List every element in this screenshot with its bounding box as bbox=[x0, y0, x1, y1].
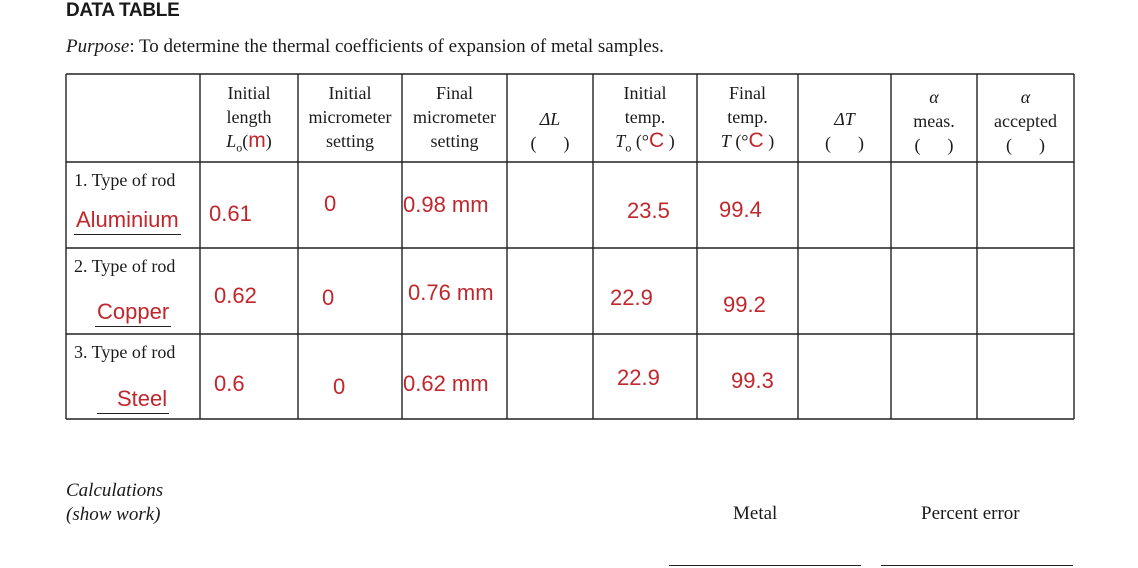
length-value: 0.62 bbox=[214, 283, 257, 308]
delta-t-symbol: ΔT bbox=[834, 109, 855, 129]
header-delta-l: ΔL ( ) bbox=[507, 107, 593, 155]
final-micrometer-value: 0.98 mm bbox=[403, 192, 489, 217]
calculations-label: Calculations (show work) bbox=[66, 479, 163, 527]
length-value: 0.61 bbox=[209, 201, 252, 226]
purpose-text: : To determine the thermal coefficients … bbox=[129, 36, 664, 57]
header-line: accepted bbox=[994, 111, 1057, 131]
length-unit: m bbox=[248, 129, 266, 152]
alpha-symbol: α bbox=[929, 87, 939, 107]
header-alpha-measured: α meas. ( ) bbox=[891, 85, 977, 157]
rod-type-value: Aluminium bbox=[74, 207, 181, 235]
length-value: 0.6 bbox=[214, 371, 245, 396]
calculations-line: Calculations bbox=[66, 480, 164, 501]
metal-answer-line bbox=[669, 565, 861, 566]
header-line: Initial bbox=[227, 83, 271, 103]
final-micrometer-value: 0.76 mm bbox=[408, 280, 494, 305]
header-line: Final bbox=[728, 83, 766, 103]
length-subscript: o bbox=[236, 140, 243, 155]
header-line: temp. bbox=[727, 107, 768, 127]
temp-symbol: T bbox=[720, 131, 731, 151]
unit-open: (° bbox=[635, 131, 650, 151]
unit-close: ) bbox=[668, 131, 675, 151]
page-title: DATA TABLE bbox=[66, 0, 180, 21]
initial-temp-value: 22.9 bbox=[617, 365, 660, 390]
temp-symbol: T bbox=[615, 131, 626, 151]
purpose-label: Purpose bbox=[66, 36, 130, 57]
initial-temp-value: 22.9 bbox=[610, 285, 653, 310]
header-symbol-line: T (°C ) bbox=[697, 129, 798, 153]
row-label: 2. Type of rod bbox=[74, 256, 176, 276]
percent-error-label: Percent error bbox=[921, 503, 1020, 524]
header-line: meas. bbox=[913, 111, 955, 131]
alpha-unit: ( ) bbox=[914, 135, 954, 155]
header-symbol-line: Lo(m) bbox=[200, 129, 298, 160]
header-initial-temp: Initial temp. To (°C ) bbox=[593, 81, 697, 160]
metal-label: Metal bbox=[733, 503, 778, 524]
header-delta-t: ΔT ( ) bbox=[798, 107, 891, 155]
rod-type-value: Copper bbox=[95, 299, 172, 327]
header-line: micrometer bbox=[413, 107, 496, 127]
final-micrometer-value: 0.62 mm bbox=[403, 371, 489, 396]
header-final-micrometer: Final micrometer setting bbox=[402, 81, 507, 153]
header-line: setting bbox=[326, 131, 374, 151]
temp-subscript: o bbox=[625, 140, 632, 155]
header-line: Initial bbox=[623, 83, 667, 103]
unit-close: ) bbox=[768, 131, 775, 151]
percent-error-answer-line bbox=[881, 565, 1073, 566]
header-line: length bbox=[226, 107, 272, 127]
header-symbol-line: To (°C ) bbox=[593, 129, 697, 160]
rod-type-value: Steel bbox=[97, 386, 170, 414]
header-line: Final bbox=[435, 83, 473, 103]
temp-unit: C bbox=[649, 129, 665, 152]
header-line: temp. bbox=[624, 107, 666, 127]
initial-temp-value: 23.5 bbox=[627, 198, 670, 223]
temp-unit: C bbox=[748, 129, 764, 152]
purpose-statement: Purpose: To determine the thermal coeffi… bbox=[66, 36, 664, 58]
delta-t-unit: ( ) bbox=[825, 133, 864, 153]
length-symbol: L bbox=[226, 131, 237, 151]
final-temp-value: 99.2 bbox=[723, 292, 766, 317]
header-initial-micrometer: Initial micrometer setting bbox=[298, 81, 402, 153]
final-temp-value: 99.3 bbox=[731, 368, 774, 393]
final-temp-value: 99.4 bbox=[719, 197, 762, 222]
row-label: 1. Type of rod bbox=[74, 170, 176, 190]
unit-open: ( bbox=[242, 131, 249, 151]
alpha-symbol: α bbox=[1020, 87, 1031, 107]
alpha-unit: ( ) bbox=[1006, 135, 1045, 155]
initial-micrometer-value: 0 bbox=[322, 285, 335, 310]
delta-l-symbol: ΔL bbox=[539, 109, 561, 129]
initial-micrometer-value: 0 bbox=[333, 374, 346, 399]
header-final-temp: Final temp. T (°C ) bbox=[697, 81, 798, 153]
header-line: micrometer bbox=[308, 107, 392, 127]
row-label: 3. Type of rod bbox=[74, 342, 176, 362]
initial-micrometer-value: 0 bbox=[324, 191, 337, 216]
delta-l-unit: ( ) bbox=[530, 133, 570, 153]
header-line: Initial bbox=[328, 83, 372, 103]
calculations-line: (show work) bbox=[66, 504, 161, 525]
unit-close: ) bbox=[265, 131, 272, 151]
header-initial-length: Initial length Lo(m) bbox=[200, 81, 298, 160]
header-alpha-accepted: α accepted ( ) bbox=[977, 85, 1074, 157]
header-line: setting bbox=[430, 131, 479, 151]
unit-open: (° bbox=[735, 131, 749, 151]
